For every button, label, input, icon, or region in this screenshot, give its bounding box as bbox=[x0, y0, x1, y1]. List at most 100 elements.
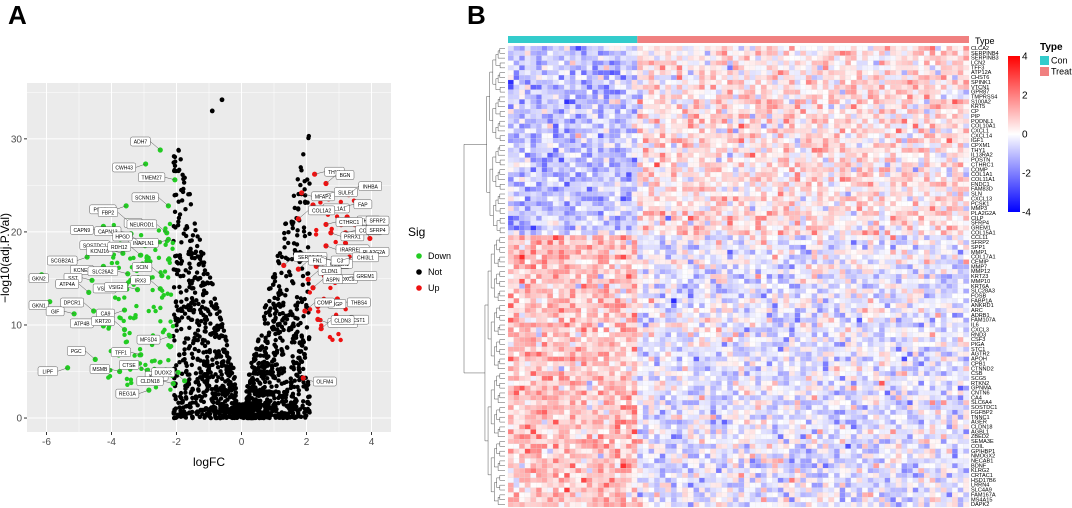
not-point bbox=[259, 371, 264, 377]
heatmap-cell bbox=[856, 167, 863, 173]
heatmap-cell bbox=[845, 181, 852, 187]
heatmap-cell bbox=[907, 94, 913, 100]
heatmap-cell bbox=[957, 142, 964, 149]
heatmap-cell bbox=[507, 186, 514, 192]
heatmap-cell bbox=[845, 65, 852, 71]
heatmap-cell bbox=[715, 142, 722, 149]
panel-b-letter: B bbox=[467, 0, 486, 30]
heatmap-cell bbox=[940, 206, 947, 212]
heatmap-cell bbox=[519, 172, 525, 178]
heatmap-cell bbox=[957, 162, 964, 168]
heatmap-cell bbox=[592, 147, 599, 153]
heatmap-cell bbox=[609, 128, 615, 134]
heatmap-cell bbox=[558, 138, 565, 144]
heatmap-cell bbox=[777, 157, 784, 163]
heatmap-cell bbox=[828, 201, 835, 207]
heatmap-cell bbox=[670, 75, 677, 81]
heatmap-cell bbox=[637, 147, 644, 153]
heatmap-cell bbox=[856, 138, 863, 144]
heatmap-cell bbox=[558, 128, 565, 134]
gene-label: MFAP2 bbox=[315, 194, 332, 200]
not-point bbox=[296, 355, 301, 361]
heatmap-cell bbox=[845, 201, 852, 207]
not-point bbox=[273, 408, 278, 414]
not-point bbox=[240, 404, 245, 409]
heatmap-cell bbox=[878, 79, 885, 85]
heatmap-cell bbox=[524, 176, 531, 182]
heatmap-cell bbox=[901, 45, 908, 51]
heatmap-cell bbox=[682, 133, 689, 139]
heatmap-cell bbox=[507, 75, 514, 81]
heatmap-cell bbox=[811, 55, 818, 61]
not-point bbox=[271, 318, 276, 324]
heatmap-cell bbox=[817, 104, 823, 110]
heatmap-cell bbox=[597, 138, 604, 144]
heatmap-cell bbox=[867, 65, 874, 71]
heatmap-cell bbox=[890, 75, 897, 81]
heatmap-cell bbox=[519, 133, 525, 139]
heatmap-cell bbox=[805, 172, 812, 178]
heatmap-cell bbox=[676, 84, 683, 90]
heatmap-cell bbox=[873, 104, 880, 110]
heatmap-cell bbox=[552, 113, 559, 119]
not-point bbox=[283, 321, 288, 326]
heatmap-cell bbox=[918, 79, 925, 85]
heatmap-cell bbox=[833, 147, 840, 153]
not-point bbox=[296, 322, 301, 328]
heatmap-cell bbox=[867, 109, 874, 115]
heatmap-cell bbox=[749, 118, 756, 124]
heatmap-cell bbox=[867, 94, 874, 100]
heatmap-cell bbox=[918, 133, 925, 139]
heatmap-cell bbox=[682, 55, 689, 61]
heatmap-cell bbox=[569, 138, 576, 144]
heatmap-cell bbox=[755, 84, 762, 90]
heatmap-cell bbox=[699, 133, 705, 139]
heatmap-cell bbox=[575, 123, 582, 129]
not-point bbox=[177, 253, 183, 258]
heatmap-cell bbox=[659, 201, 666, 207]
heatmap-cell bbox=[822, 99, 829, 105]
not-point bbox=[209, 386, 215, 392]
heatmap-cell bbox=[817, 89, 823, 95]
heatmap-cell bbox=[878, 99, 885, 105]
heatmap-cell bbox=[699, 142, 705, 149]
not-point bbox=[197, 414, 202, 419]
not-point bbox=[201, 271, 206, 277]
heatmap-cell bbox=[789, 65, 795, 71]
heatmap-cell bbox=[524, 133, 531, 139]
gene-label: NEUROD1 bbox=[130, 222, 155, 228]
heatmap-cell bbox=[744, 172, 750, 178]
heatmap-cell bbox=[732, 50, 739, 56]
not-point bbox=[244, 389, 249, 394]
heatmap-cell bbox=[519, 109, 525, 115]
heatmap-cell bbox=[789, 104, 795, 110]
heatmap-cell bbox=[744, 196, 750, 202]
heatmap-cell bbox=[637, 70, 644, 76]
heatmap-cell bbox=[822, 65, 829, 71]
heatmap-cell bbox=[530, 191, 537, 197]
heatmap-cell bbox=[648, 89, 655, 95]
heatmap-cell bbox=[833, 89, 840, 95]
heatmap-cell bbox=[738, 186, 745, 192]
heatmap-cell bbox=[682, 123, 689, 129]
heatmap-cell bbox=[547, 162, 554, 168]
heatmap-cell bbox=[805, 70, 812, 76]
heatmap-cell bbox=[738, 176, 745, 182]
heatmap-cell bbox=[878, 65, 885, 71]
heatmap-cell bbox=[564, 45, 570, 51]
heatmap-cell bbox=[912, 70, 919, 76]
heatmap-cell bbox=[744, 162, 750, 168]
gene-label: CST1 bbox=[352, 318, 365, 324]
heatmap-cell bbox=[715, 128, 722, 134]
heatmap-cell bbox=[547, 75, 554, 81]
down-point bbox=[167, 221, 173, 227]
heatmap-cell bbox=[693, 152, 700, 158]
heatmap-cell bbox=[609, 84, 615, 90]
heatmap-cell bbox=[845, 94, 852, 100]
heatmap-cell bbox=[760, 75, 767, 81]
heatmap-cell bbox=[929, 176, 936, 182]
heatmap-cell bbox=[569, 176, 576, 182]
heatmap-cell bbox=[659, 167, 666, 173]
heatmap-cell bbox=[715, 157, 722, 163]
not-point bbox=[292, 378, 297, 383]
